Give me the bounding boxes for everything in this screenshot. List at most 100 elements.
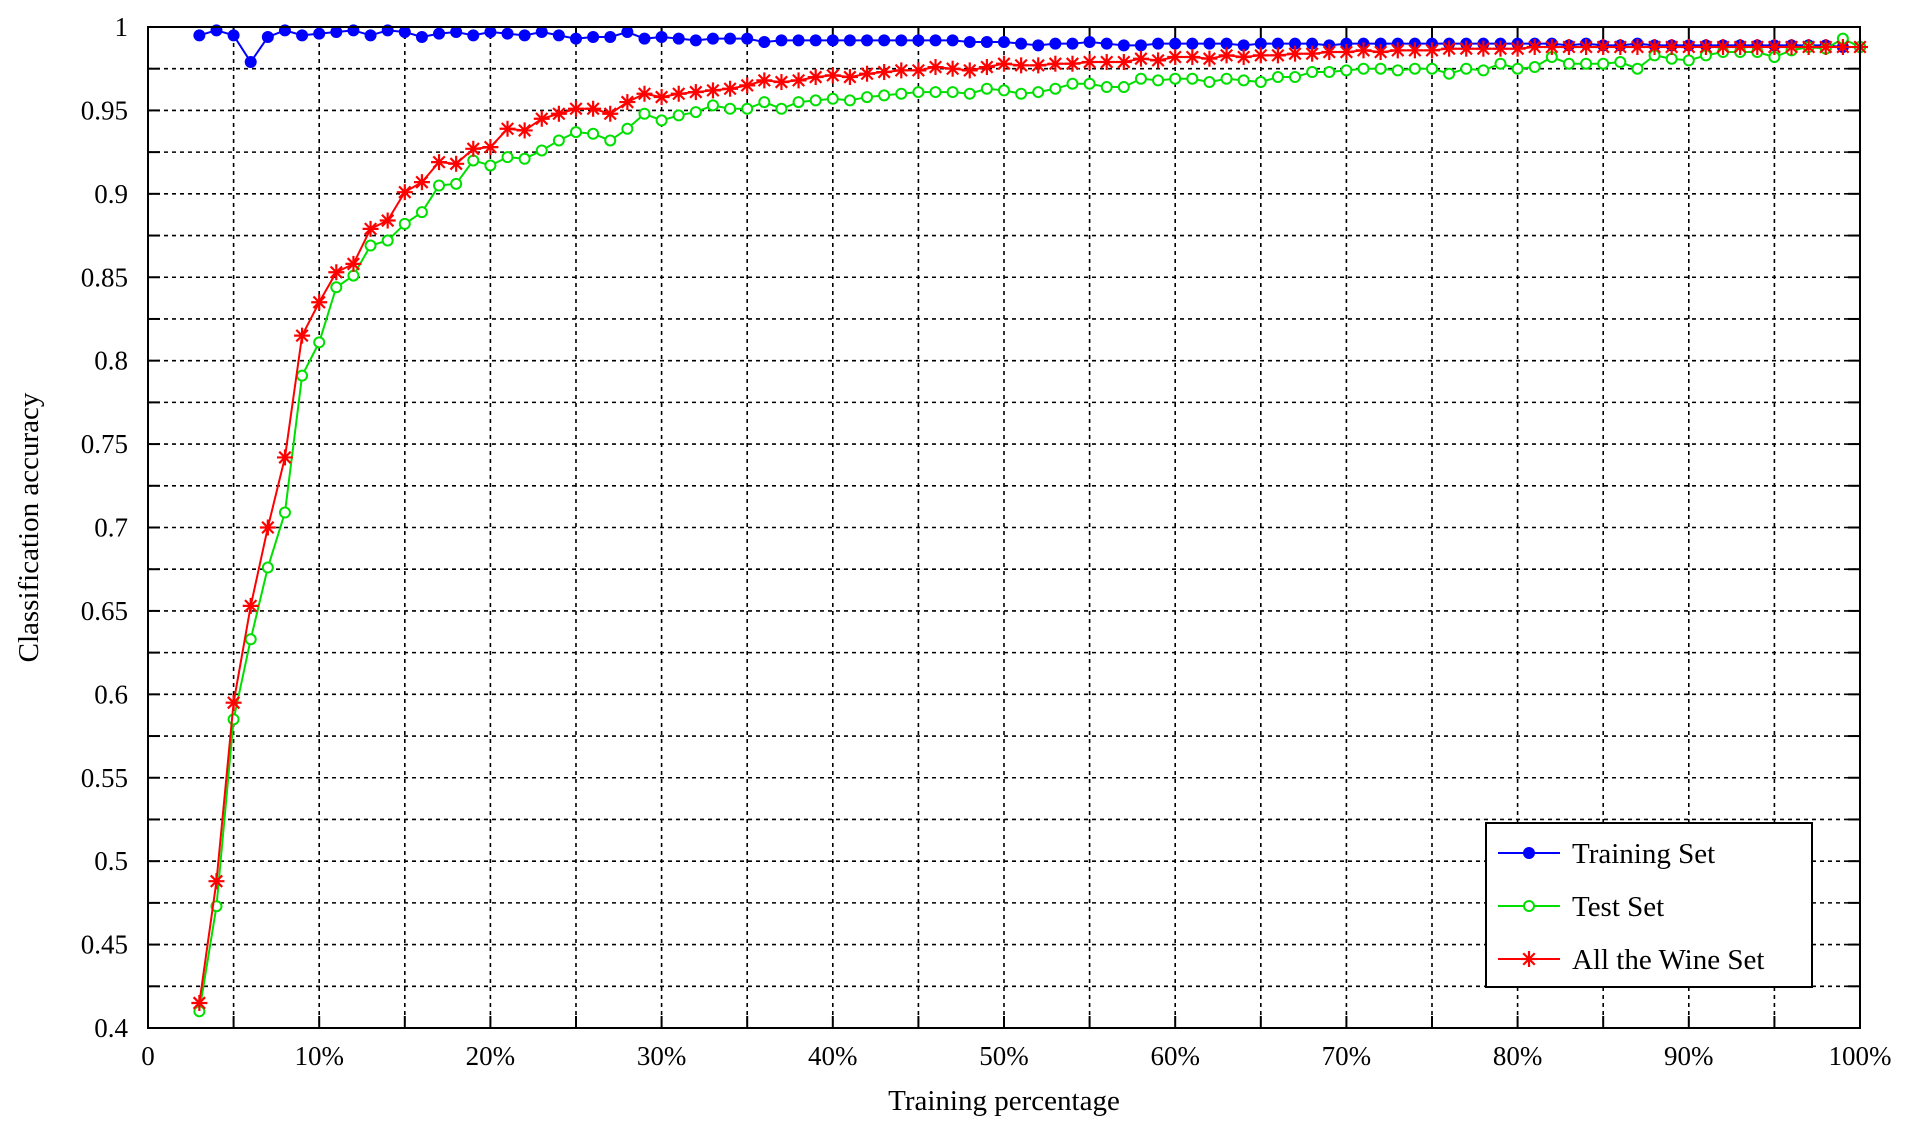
data-point (484, 26, 497, 39)
data-point (621, 26, 634, 39)
x-tick-label: 100% (1829, 1041, 1892, 1071)
data-point (1013, 57, 1030, 74)
data-point (636, 85, 653, 102)
data-point (843, 94, 856, 107)
data-point (929, 34, 942, 47)
data-point (724, 102, 737, 115)
y-tick-label: 0.9 (94, 179, 128, 209)
data-point (1203, 76, 1216, 89)
x-axis-label: Training percentage (888, 1085, 1120, 1117)
data-point (311, 294, 328, 311)
data-point (1015, 37, 1028, 50)
data-point (1184, 49, 1201, 66)
data-point (655, 114, 668, 127)
data-point (1049, 82, 1062, 95)
data-point (296, 29, 309, 42)
data-point (843, 34, 856, 47)
data-point (878, 89, 891, 102)
x-tick-label: 0 (141, 1041, 155, 1071)
data-point (433, 179, 446, 192)
data-point (345, 255, 362, 272)
x-tick-label: 50% (979, 1041, 1029, 1071)
data-point (568, 100, 584, 117)
data-point (706, 99, 719, 112)
data-point (1047, 55, 1064, 72)
data-point (1374, 62, 1387, 75)
y-axis-label: Classification accuracy (13, 392, 45, 662)
legend: Training Set Test Set All the Wine Set (1485, 822, 1813, 988)
data-point (604, 134, 617, 147)
data-point (570, 32, 582, 45)
data-point (1560, 39, 1577, 56)
data-point (1817, 39, 1834, 56)
x-tick-label: 40% (808, 1041, 858, 1071)
data-point (602, 105, 619, 122)
data-point (876, 64, 893, 81)
data-point (1152, 37, 1165, 50)
data-point (501, 151, 514, 164)
y-tick-label: 0.55 (81, 763, 128, 793)
data-point (1132, 50, 1149, 67)
data-point (1834, 39, 1851, 56)
data-point (653, 89, 670, 106)
y-tick-label: 0.7 (94, 513, 128, 543)
data-point (1289, 71, 1302, 84)
data-point (516, 122, 533, 139)
y-tick-label: 0.65 (81, 596, 128, 626)
data-point (1443, 67, 1456, 80)
data-point (261, 561, 274, 574)
data-point (1477, 64, 1490, 77)
data-point (1081, 54, 1098, 71)
data-point (330, 26, 343, 39)
data-point (1323, 66, 1336, 79)
data-point (1663, 39, 1680, 56)
data-point (1458, 40, 1475, 57)
data-point (244, 56, 257, 69)
data-point (638, 32, 651, 45)
data-point (1083, 77, 1096, 90)
data-point (961, 62, 978, 79)
y-tick-label: 0.8 (94, 346, 128, 376)
data-point (1115, 54, 1132, 71)
data-point (1117, 81, 1130, 94)
data-point (362, 220, 379, 237)
y-tick-label: 0.85 (81, 262, 128, 292)
data-point (1169, 37, 1182, 50)
data-point (467, 154, 480, 167)
data-point (1408, 62, 1421, 75)
data-point (1424, 42, 1440, 59)
data-point (1100, 81, 1113, 94)
data-point (1064, 55, 1081, 72)
data-point (261, 31, 274, 44)
x-tick-label: 80% (1493, 1041, 1543, 1071)
legend-label: Training Set (1572, 838, 1715, 870)
data-point (1665, 52, 1678, 65)
data-point (775, 34, 788, 47)
data-point (227, 29, 240, 42)
data-point (895, 87, 908, 100)
data-point (1169, 72, 1182, 85)
data-point (706, 32, 719, 45)
data-point (1201, 50, 1218, 67)
data-point (792, 34, 805, 47)
data-point (996, 55, 1012, 72)
data-point (1030, 57, 1047, 74)
data-point (1511, 62, 1524, 75)
data-point (895, 34, 908, 47)
data-point (1083, 36, 1096, 49)
data-point (587, 31, 600, 44)
data-point (1680, 39, 1697, 56)
data-point (278, 506, 291, 519)
data-point (396, 184, 413, 201)
data-point (741, 32, 754, 45)
data-point (861, 91, 874, 104)
data-point (655, 31, 668, 44)
legend-item: All the Wine Set (1498, 944, 1764, 976)
data-point (398, 217, 411, 230)
data-point (1355, 42, 1372, 59)
x-tick-label: 10% (294, 1041, 344, 1071)
data-point (929, 86, 942, 99)
data-point (1134, 72, 1147, 85)
data-point (467, 29, 480, 42)
data-point (450, 26, 463, 39)
